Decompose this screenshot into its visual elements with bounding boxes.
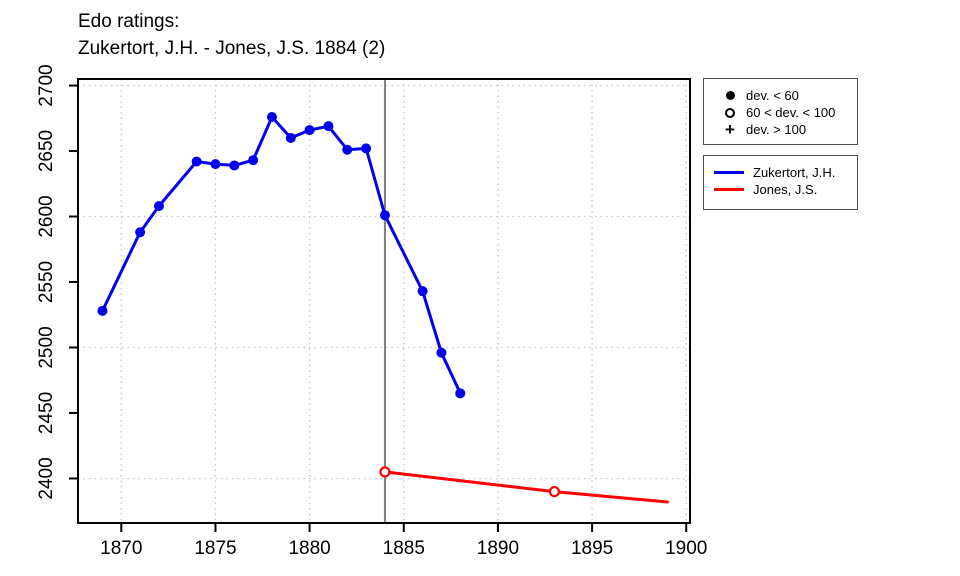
data-point [455, 388, 466, 399]
x-tick-label: 1895 [571, 538, 613, 559]
filled-circle-icon [725, 91, 735, 100]
data-point [342, 144, 353, 155]
y-tick-label: 2650 [36, 130, 57, 172]
x-tick-label: 1890 [477, 538, 519, 559]
marker-legend-label: dev. > 100 [746, 122, 807, 137]
data-point [229, 160, 240, 171]
data-point [323, 121, 334, 132]
data-point [153, 201, 164, 212]
y-tick-label: 2700 [36, 64, 57, 106]
data-point [361, 143, 372, 154]
series-legend-item: Jones, J.S. [714, 181, 857, 198]
data-point [379, 466, 391, 478]
y-tick-label: 2450 [36, 392, 57, 434]
data-point [266, 111, 277, 122]
chart-title: Edo ratings: [78, 11, 180, 32]
x-tick-label: 1880 [288, 538, 330, 559]
data-point [248, 155, 259, 166]
series2-line-swatch [714, 188, 744, 191]
series-line-zukertort [101, 115, 462, 395]
data-point [285, 132, 296, 143]
data-point [417, 286, 428, 297]
chart-subtitle: Zukertort, J.H. - Jones, J.S. 1884 (2) [78, 38, 386, 59]
marker-legend-item: dev. < 60 [714, 87, 857, 104]
data-point [135, 227, 146, 238]
data-point [304, 125, 315, 136]
data-point [379, 210, 390, 221]
open-circle-icon [725, 107, 735, 118]
marker-legend: dev. < 60 60 < dev. < 100 + dev. > 100 [703, 78, 858, 145]
y-tick-label: 2500 [36, 326, 57, 368]
marker-legend-item: 60 < dev. < 100 [714, 104, 857, 121]
x-tick-label: 1900 [665, 538, 707, 559]
y-tick-label: 2550 [36, 261, 57, 303]
y-tick-label: 2400 [36, 457, 57, 499]
plus-icon: + [725, 119, 735, 139]
marker-legend-label: dev. < 60 [746, 88, 799, 103]
data-point [210, 159, 221, 170]
marker-legend-item: + dev. > 100 [714, 121, 857, 138]
series-legend-label: Zukertort, J.H. [753, 165, 836, 180]
data-point [191, 156, 202, 167]
x-tick-label: 1870 [100, 538, 142, 559]
data-point [548, 485, 561, 498]
data-point [436, 347, 447, 358]
marker-legend-label: 60 < dev. < 100 [746, 105, 836, 120]
x-tick-label: 1885 [383, 538, 425, 559]
series1-line-swatch [714, 171, 744, 174]
series-legend: Zukertort, J.H. Jones, J.S. [703, 155, 858, 210]
data-point [97, 305, 108, 316]
y-tick-label: 2600 [36, 195, 57, 237]
series-legend-item: Zukertort, J.H. [714, 164, 857, 181]
x-tick-label: 1875 [194, 538, 236, 559]
chart-title-block: Edo ratings: Zukertort, J.H. - Jones, J.… [78, 8, 385, 62]
series-legend-label: Jones, J.S. [753, 182, 818, 197]
series-line-jones [383, 470, 669, 504]
plot-border [77, 78, 691, 524]
